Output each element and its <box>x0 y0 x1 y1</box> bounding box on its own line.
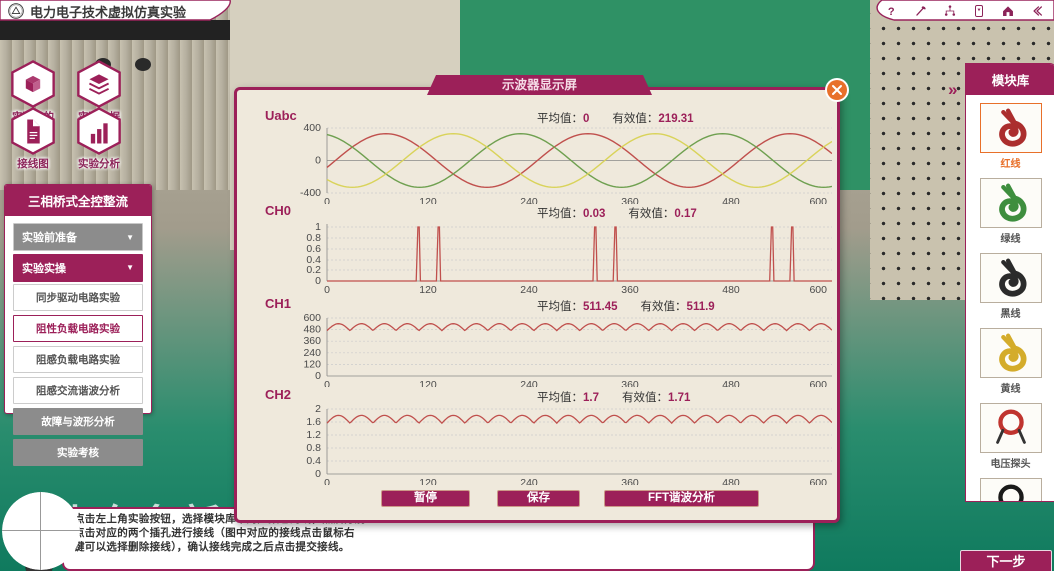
svg-text:360: 360 <box>303 335 321 347</box>
svg-text:-400: -400 <box>300 187 321 199</box>
svg-text:1.2: 1.2 <box>306 429 321 441</box>
svg-text:600: 600 <box>809 196 827 204</box>
svg-text:240: 240 <box>520 379 538 387</box>
svg-text:480: 480 <box>722 284 740 295</box>
svg-text:0: 0 <box>315 155 321 167</box>
svg-text:360: 360 <box>621 379 639 387</box>
svg-text:240: 240 <box>520 284 538 295</box>
svg-text:480: 480 <box>722 196 740 204</box>
svg-text:120: 120 <box>419 196 437 204</box>
svg-text:0: 0 <box>324 379 330 387</box>
svg-text:0: 0 <box>324 284 330 295</box>
svg-text:1.6: 1.6 <box>306 416 321 428</box>
svg-text:360: 360 <box>621 284 639 295</box>
svg-text:?: ? <box>888 6 895 18</box>
svg-text:0: 0 <box>324 477 330 485</box>
svg-text:600: 600 <box>303 314 321 324</box>
svg-text:400: 400 <box>303 124 321 134</box>
svg-text:0: 0 <box>315 370 321 382</box>
svg-text:360: 360 <box>621 477 639 485</box>
svg-text:0.8: 0.8 <box>306 442 321 454</box>
svg-text:480: 480 <box>303 324 321 336</box>
svg-text:120: 120 <box>419 477 437 485</box>
svg-text:2: 2 <box>315 405 321 415</box>
svg-text:360: 360 <box>621 196 639 204</box>
svg-text:600: 600 <box>809 284 827 295</box>
svg-text:240: 240 <box>303 347 321 359</box>
svg-text:240: 240 <box>520 196 538 204</box>
svg-text:480: 480 <box>722 477 740 485</box>
svg-text:0: 0 <box>315 275 321 287</box>
svg-text:600: 600 <box>809 379 827 387</box>
svg-text:0: 0 <box>324 196 330 204</box>
svg-text:480: 480 <box>722 379 740 387</box>
svg-text:120: 120 <box>419 284 437 295</box>
svg-text:0.4: 0.4 <box>306 455 321 467</box>
svg-text:120: 120 <box>303 358 321 370</box>
svg-text:120: 120 <box>419 379 437 387</box>
svg-text:0: 0 <box>315 468 321 480</box>
svg-text:600: 600 <box>809 477 827 485</box>
svg-text:240: 240 <box>520 477 538 485</box>
